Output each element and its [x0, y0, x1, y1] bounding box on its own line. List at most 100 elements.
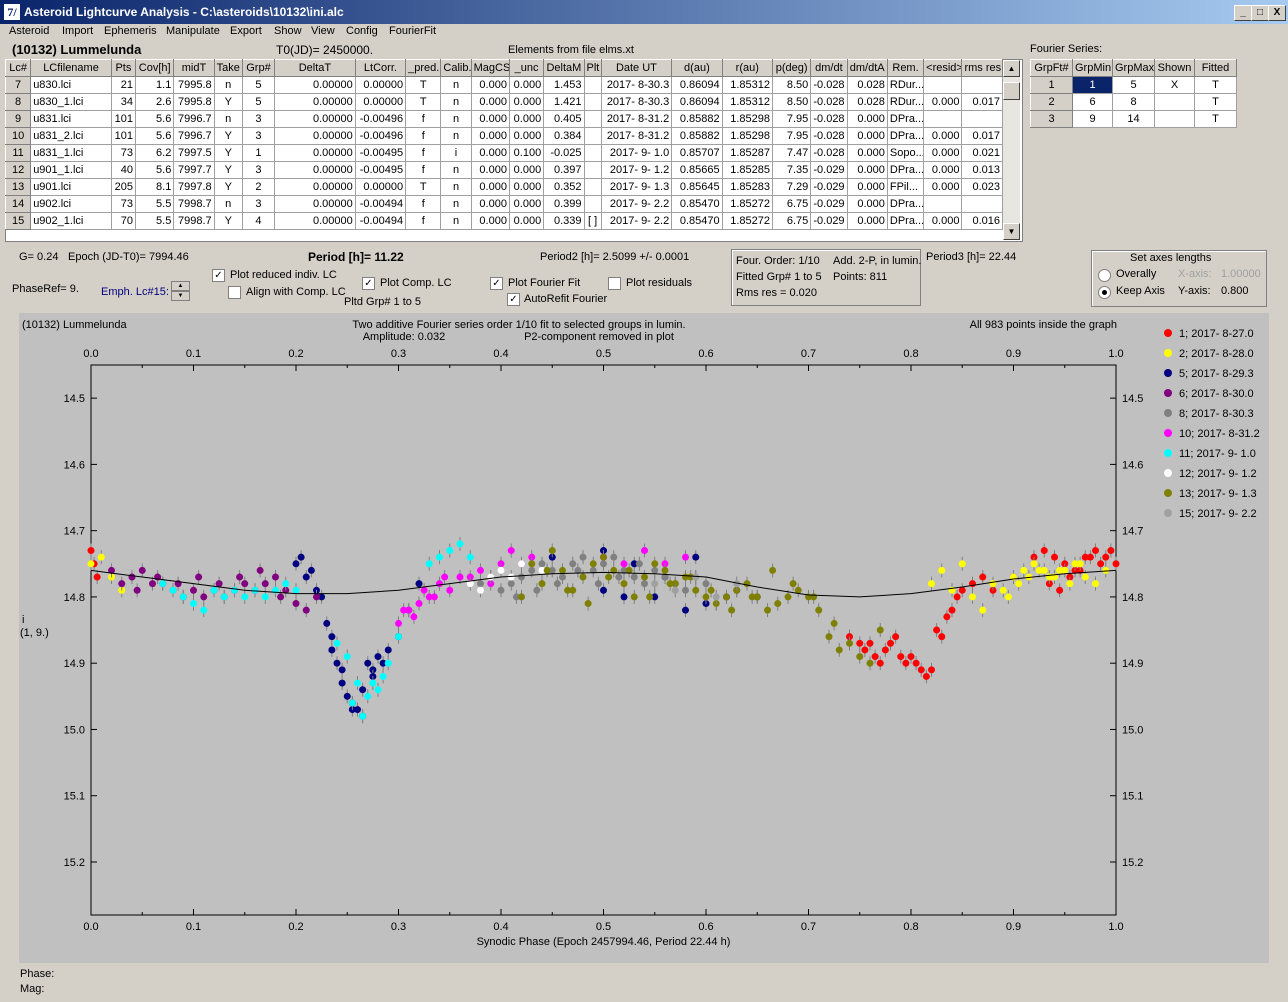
table-cell[interactable]: 1.85272 [721, 195, 773, 213]
data-point[interactable] [938, 633, 946, 641]
data-point[interactable] [620, 580, 628, 588]
data-point[interactable] [764, 606, 771, 614]
data-point[interactable] [933, 626, 941, 634]
table-cell[interactable]: 0.000 [470, 127, 510, 145]
data-point[interactable] [1040, 547, 1048, 555]
data-point[interactable] [548, 566, 556, 574]
data-point[interactable] [733, 580, 741, 588]
lightcurve-chart[interactable]: (10132) Lummelunda Two additive Fourier s… [19, 313, 1269, 963]
data-point[interactable] [856, 639, 864, 647]
table-cell[interactable]: RDur... [886, 93, 925, 111]
table-cell[interactable]: 0.85707 [671, 144, 723, 162]
data-point[interactable] [630, 560, 638, 568]
table-cell[interactable]: 1.85298 [721, 127, 773, 145]
close-button[interactable]: X [1268, 5, 1286, 21]
table-cell[interactable]: 2017- 8-30.3 [600, 76, 673, 94]
data-point[interactable] [682, 586, 689, 594]
data-point[interactable] [748, 593, 756, 601]
data-point[interactable] [584, 600, 592, 608]
table-cell[interactable]: Y [213, 161, 243, 179]
table-cell[interactable]: 0.016 [961, 212, 1003, 230]
data-point[interactable] [466, 553, 474, 561]
data-point[interactable] [876, 626, 884, 634]
data-point[interactable] [384, 659, 392, 667]
column-header[interactable]: _unc [508, 59, 545, 77]
table-cell[interactable]: u902_1.lci [30, 212, 112, 230]
data-point[interactable] [1102, 566, 1110, 574]
table-cell[interactable]: DPra... [886, 127, 925, 145]
table-cell[interactable]: 0.85882 [671, 110, 723, 128]
data-point[interactable] [87, 560, 95, 568]
data-point[interactable] [702, 593, 710, 601]
table-cell[interactable] [1154, 93, 1195, 111]
data-point[interactable] [400, 606, 408, 614]
data-point[interactable] [641, 547, 648, 555]
data-point[interactable] [384, 646, 392, 654]
table-cell[interactable]: 0.384 [543, 127, 585, 145]
data-point[interactable] [395, 619, 402, 627]
data-point[interactable] [441, 573, 449, 581]
table-cell[interactable]: 2.6 [135, 93, 175, 111]
table-cell[interactable]: 0.100 [508, 144, 545, 162]
table-cell[interactable]: 0.000 [923, 127, 963, 145]
column-header[interactable]: dm/dt [810, 59, 848, 77]
menu-view[interactable]: View [311, 25, 335, 37]
data-point[interactable] [902, 659, 910, 667]
table-cell[interactable]: Sopo... [886, 144, 925, 162]
row-header[interactable]: 7 [4, 76, 32, 94]
table-cell[interactable]: 1.85298 [721, 110, 773, 128]
table-cell[interactable]: 0.00000 [354, 178, 407, 196]
data-point[interactable] [1020, 566, 1028, 574]
data-point[interactable] [682, 553, 689, 561]
table-cell[interactable]: 0.00000 [274, 144, 356, 162]
data-point[interactable] [313, 593, 320, 601]
data-point[interactable] [359, 712, 367, 720]
data-point[interactable] [600, 586, 607, 594]
table-cell[interactable]: -0.025 [543, 144, 585, 162]
data-point[interactable] [620, 560, 628, 568]
column-header[interactable]: rms res [961, 59, 1003, 77]
table-cell[interactable]: -0.028 [810, 93, 848, 111]
table-cell[interactable]: 0.00000 [354, 93, 407, 111]
data-point[interactable] [830, 619, 838, 627]
data-point[interactable] [702, 580, 710, 588]
data-point[interactable] [430, 593, 438, 601]
data-point[interactable] [1056, 566, 1064, 574]
table-cell[interactable]: 0.86094 [671, 93, 723, 111]
table-cell[interactable]: 0.000 [846, 110, 888, 128]
table-cell[interactable]: 7996.7 [173, 127, 215, 145]
table-cell[interactable]: 0.000 [470, 161, 510, 179]
table-cell[interactable]: 73 [110, 144, 137, 162]
data-point[interactable] [861, 646, 869, 654]
table-cell[interactable]: X [1154, 76, 1195, 94]
data-point[interactable] [1061, 566, 1069, 574]
data-point[interactable] [999, 586, 1007, 594]
table-cell[interactable]: 0.86094 [671, 76, 723, 94]
column-header[interactable]: r(au) [721, 59, 773, 77]
autorefit-checkbox[interactable]: ✓ [507, 293, 520, 306]
data-point[interactable] [1107, 547, 1115, 555]
table-cell[interactable]: 2 [241, 178, 276, 196]
data-point[interactable] [538, 580, 546, 588]
data-point[interactable] [743, 580, 751, 588]
data-point[interactable] [1015, 580, 1023, 588]
data-point[interactable] [1035, 566, 1043, 574]
table-cell[interactable]: 0.021 [961, 144, 1003, 162]
table-cell[interactable]: u831_1.lci [30, 144, 112, 162]
data-point[interactable] [379, 659, 387, 667]
table-cell[interactable]: 0.85470 [671, 195, 723, 213]
data-point[interactable] [302, 606, 310, 614]
table-cell[interactable]: 73 [110, 195, 137, 213]
data-point[interactable] [338, 666, 346, 674]
plot-reduced-checkbox[interactable]: ✓ [212, 269, 225, 282]
table-cell[interactable]: 0.339 [543, 212, 585, 230]
data-point[interactable] [969, 593, 976, 601]
table-cell[interactable]: -0.029 [810, 178, 848, 196]
row-header[interactable]: 1 [1030, 76, 1073, 94]
data-point[interactable] [374, 653, 382, 661]
data-point[interactable] [1081, 553, 1089, 561]
data-point[interactable] [712, 593, 720, 601]
overally-radio[interactable] [1098, 269, 1111, 282]
data-point[interactable] [671, 586, 679, 594]
table-cell[interactable]: -0.00495 [354, 161, 407, 179]
